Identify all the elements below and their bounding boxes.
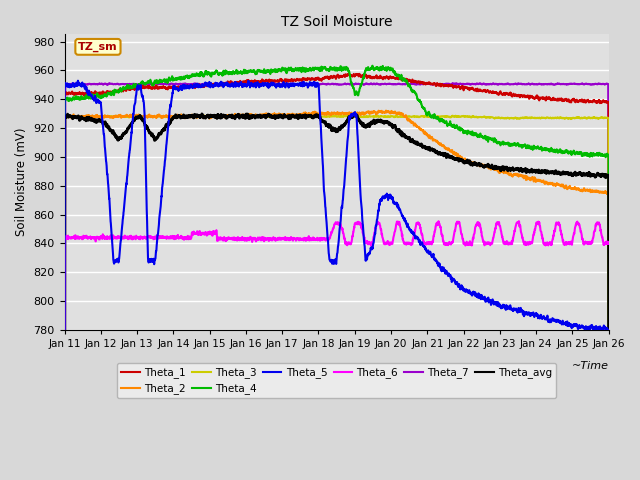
Title: TZ Soil Moisture: TZ Soil Moisture — [281, 15, 392, 29]
Legend: Theta_1, Theta_2, Theta_3, Theta_4, Theta_5, Theta_6, Theta_7, Theta_avg: Theta_1, Theta_2, Theta_3, Theta_4, Thet… — [117, 363, 556, 398]
Text: TZ_sm: TZ_sm — [78, 42, 118, 52]
Text: ~Time: ~Time — [572, 361, 609, 371]
Y-axis label: Soil Moisture (mV): Soil Moisture (mV) — [15, 128, 28, 236]
